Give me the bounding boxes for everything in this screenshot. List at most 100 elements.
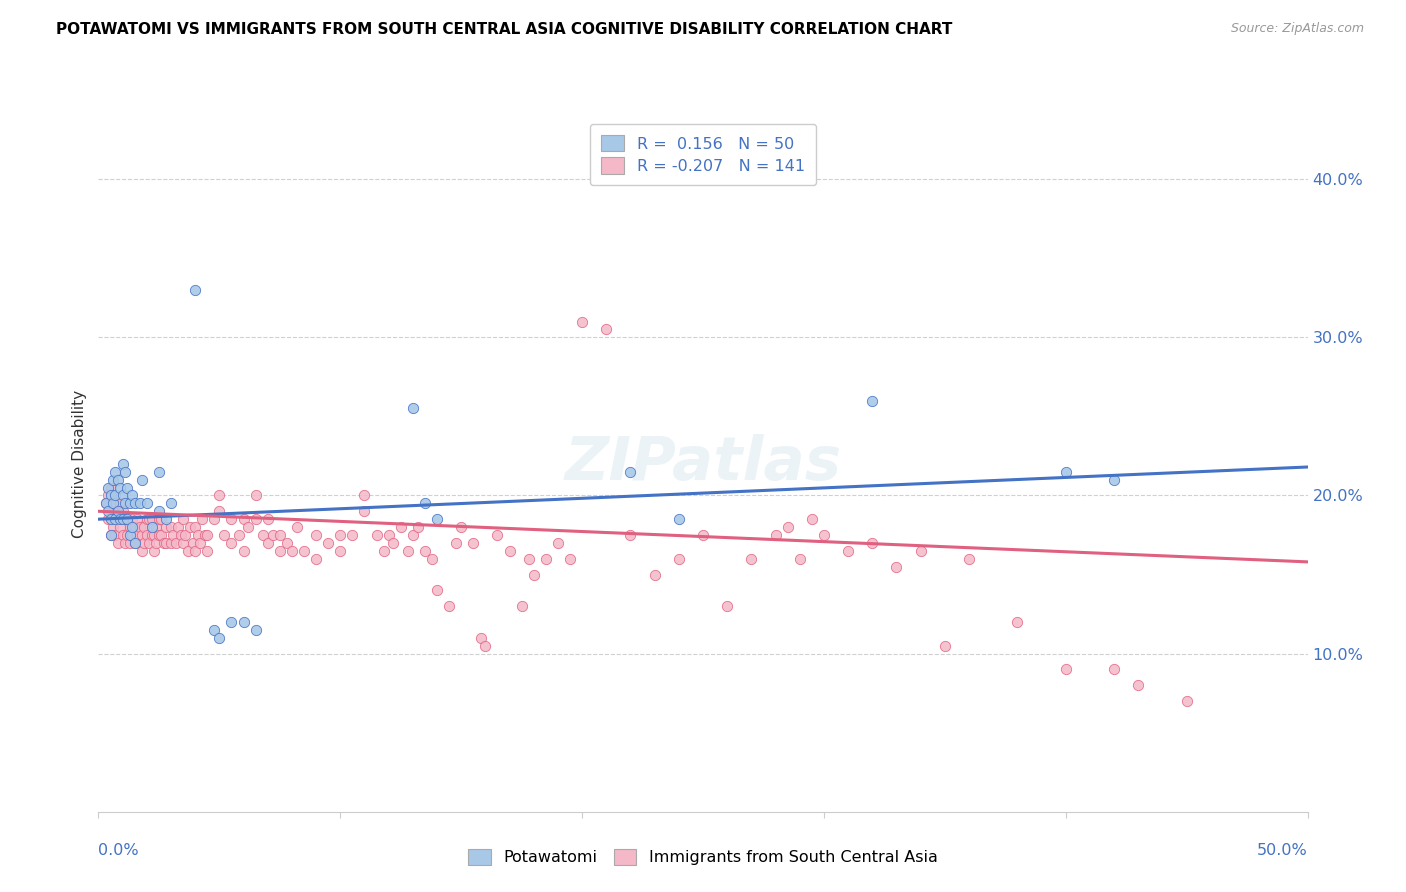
Point: [342, 528, 364, 542]
Point: [118, 536, 141, 550]
Point: [165, 536, 187, 550]
Point: [353, 488, 375, 502]
Text: 0.0%: 0.0%: [98, 843, 139, 858]
Point: [329, 528, 352, 542]
Point: [184, 520, 207, 534]
Point: [256, 512, 278, 526]
Point: [162, 528, 184, 542]
Point: [100, 512, 122, 526]
Point: [373, 543, 395, 558]
Point: [160, 536, 183, 550]
Point: [463, 536, 485, 550]
Point: [101, 504, 124, 518]
Point: [413, 496, 436, 510]
Point: [316, 536, 339, 550]
Point: [104, 488, 127, 502]
Point: [221, 536, 243, 550]
Point: [148, 465, 170, 479]
Point: [619, 528, 641, 542]
Point: [135, 528, 157, 542]
Point: [957, 551, 980, 566]
Point: [595, 322, 617, 336]
Point: [179, 520, 201, 534]
Point: [131, 473, 153, 487]
Point: [1007, 615, 1029, 629]
Point: [124, 536, 146, 550]
Point: [837, 543, 859, 558]
Point: [141, 512, 163, 526]
Point: [118, 496, 141, 510]
Point: [117, 512, 139, 526]
Point: [668, 551, 690, 566]
Point: [181, 536, 204, 550]
Point: [127, 512, 149, 526]
Point: [97, 512, 120, 526]
Point: [208, 488, 231, 502]
Point: [127, 528, 149, 542]
Point: [232, 615, 254, 629]
Point: [668, 512, 690, 526]
Legend: Potawatomi, Immigrants from South Central Asia: Potawatomi, Immigrants from South Centra…: [460, 841, 946, 873]
Point: [534, 551, 557, 566]
Point: [406, 520, 429, 534]
Text: POTAWATOMI VS IMMIGRANTS FROM SOUTH CENTRAL ASIA COGNITIVE DISABILITY CORRELATIO: POTAWATOMI VS IMMIGRANTS FROM SOUTH CENT…: [56, 22, 953, 37]
Point: [789, 551, 811, 566]
Point: [118, 528, 141, 542]
Point: [114, 496, 136, 510]
Point: [172, 512, 194, 526]
Point: [245, 512, 267, 526]
Point: [148, 528, 170, 542]
Point: [169, 528, 191, 542]
Point: [571, 314, 593, 328]
Point: [174, 528, 197, 542]
Point: [402, 528, 425, 542]
Point: [776, 520, 799, 534]
Point: [245, 488, 267, 502]
Point: [305, 528, 328, 542]
Point: [111, 457, 134, 471]
Point: [97, 488, 120, 502]
Point: [232, 543, 254, 558]
Point: [111, 504, 134, 518]
Point: [269, 543, 291, 558]
Point: [281, 543, 304, 558]
Point: [143, 543, 166, 558]
Point: [194, 528, 217, 542]
Y-axis label: Cognitive Disability: Cognitive Disability: [72, 390, 87, 538]
Point: [104, 528, 127, 542]
Point: [148, 512, 170, 526]
Text: 50.0%: 50.0%: [1257, 843, 1308, 858]
Point: [396, 543, 419, 558]
Point: [204, 623, 226, 637]
Point: [238, 520, 260, 534]
Point: [141, 528, 163, 542]
Point: [1175, 694, 1198, 708]
Point: [148, 504, 170, 518]
Point: [101, 496, 124, 510]
Point: [100, 528, 122, 542]
Point: [262, 528, 284, 542]
Point: [117, 481, 139, 495]
Point: [486, 528, 509, 542]
Point: [143, 528, 166, 542]
Point: [94, 496, 117, 510]
Point: [118, 520, 141, 534]
Point: [420, 551, 443, 566]
Point: [366, 528, 388, 542]
Point: [150, 512, 173, 526]
Point: [195, 543, 218, 558]
Text: ZIPatlas: ZIPatlas: [564, 434, 842, 493]
Point: [188, 536, 211, 550]
Point: [558, 551, 581, 566]
Point: [101, 473, 124, 487]
Point: [252, 528, 274, 542]
Point: [208, 631, 231, 645]
Point: [437, 599, 460, 614]
Point: [910, 543, 932, 558]
Point: [184, 543, 207, 558]
Point: [111, 528, 134, 542]
Point: [107, 473, 129, 487]
Point: [765, 528, 787, 542]
Point: [269, 528, 291, 542]
Point: [124, 496, 146, 510]
